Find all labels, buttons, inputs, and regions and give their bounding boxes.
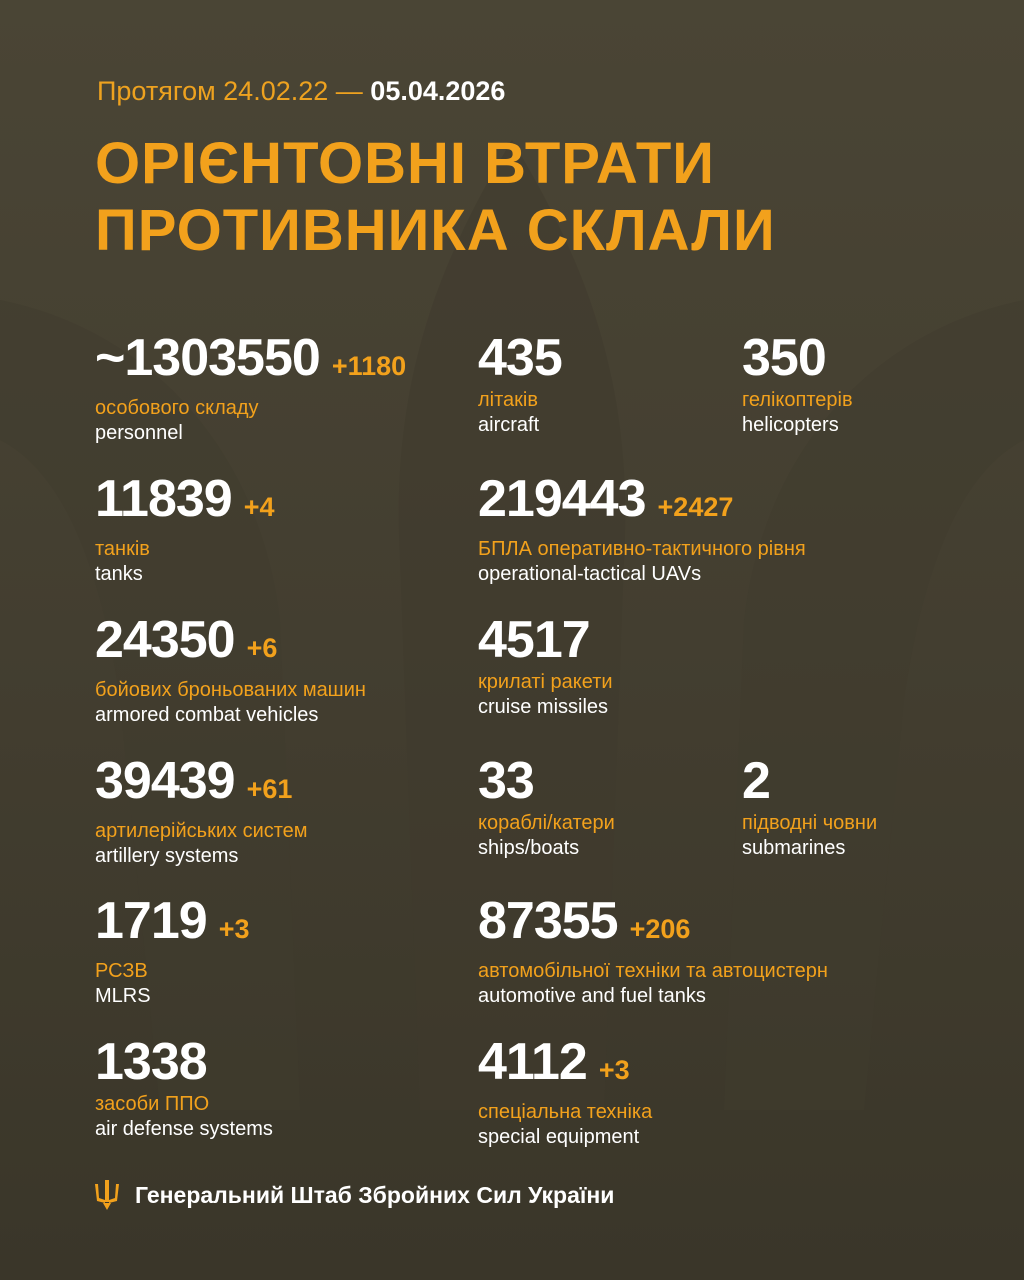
stat-label-ua: БПЛА оперативно-тактичного рівня: [478, 538, 806, 560]
stat-label-ua: крилаті ракети: [478, 671, 613, 693]
stat-value: 87355 +206: [478, 892, 691, 950]
stat-label-ua: літаків: [478, 389, 538, 411]
stat-special-equipment: 4112 +3 спеціальна техніка special equipmen…: [478, 1034, 652, 1150]
stat-label-ua: гелікоптерів: [742, 389, 853, 411]
stat-delta: +6: [246, 633, 278, 663]
stat-delta: +3: [218, 914, 250, 944]
stat-personnel: ~1303550 +1180 особового складу personnel: [95, 330, 406, 446]
stat-label-en: cruise missiles: [478, 696, 609, 718]
stat-value: 39439 +61: [95, 752, 293, 810]
stat-label-ua: РСЗВ: [95, 960, 148, 982]
stat-value: 4517: [478, 611, 591, 669]
stat-delta: +1180: [331, 351, 407, 381]
stat-label-en: armored combat vehicles: [95, 704, 319, 726]
stat-label-ua: підводні човни: [742, 812, 878, 834]
stat-aircraft: 435 літаків aircraft: [478, 329, 563, 438]
footer: Генеральний Штаб Збройних Сил України: [95, 1180, 614, 1210]
stat-value: 2: [742, 752, 771, 810]
stat-artillery: 39439 +61 артилерійських систем artillery s…: [95, 753, 308, 869]
stat-value: 219443 +2427: [478, 470, 734, 528]
stat-value: 350: [742, 329, 827, 387]
stat-air-defense: 1338 засоби ППО air defense systems: [95, 1034, 273, 1142]
stat-label-en: automotive and fuel tanks: [478, 985, 706, 1007]
stat-value: 24350 +6: [95, 611, 278, 669]
stat-label-en: artillery systems: [95, 845, 239, 867]
stat-value: 1719 +3: [95, 892, 250, 950]
stat-delta: +4: [243, 492, 275, 522]
stat-ships: 33 кораблі/катери ships/boats: [478, 753, 615, 861]
page-title: ОРІЄНТОВНІ ВТРАТИ ПРОТИВНИКА СКЛАЛИ: [95, 130, 776, 264]
stat-label-en: aircraft: [478, 414, 540, 436]
stat-label-ua: спеціальна техніка: [478, 1101, 653, 1123]
period: Протягом 24.02.22 — 05.04.2026: [97, 76, 506, 106]
stat-label-en: helicopters: [742, 414, 839, 436]
stat-label-ua: засоби ППО: [95, 1093, 210, 1115]
stat-acv: 24350 +6 бойових броньованих машин armored …: [95, 612, 366, 728]
stat-value: 435: [478, 329, 563, 387]
stat-label-en: submarines: [742, 837, 846, 859]
title-line-2: ПРОТИВНИКА СКЛАЛИ: [95, 198, 776, 263]
title-line-1: ОРІЄНТОВНІ ВТРАТИ: [95, 131, 715, 196]
stat-label-en: air defense systems: [95, 1118, 273, 1140]
stat-cruise-missiles: 4517 крилаті ракети cruise missiles: [478, 612, 613, 720]
stat-delta: +3: [598, 1055, 630, 1085]
stat-value: 1338: [95, 1033, 208, 1091]
stat-delta: +206: [629, 914, 691, 944]
stat-label-ua: бойових броньованих машин: [95, 679, 366, 701]
stat-label-en: personnel: [95, 422, 183, 444]
stat-label-ua: автомобільної техніки та автоцистерн: [478, 960, 828, 982]
stat-label-ua: артилерійських систем: [95, 820, 308, 842]
stat-value: 33: [478, 752, 535, 810]
stat-value: 11839 +4: [95, 470, 275, 528]
stat-automotive: 87355 +206 автомобільної техніки та автоци…: [478, 893, 828, 1009]
stat-label-en: tanks: [95, 563, 143, 585]
stat-delta: +61: [246, 774, 293, 804]
stat-label-en: special equipment: [478, 1126, 640, 1148]
stat-mlrs: 1719 +3 РСЗВ MLRS: [95, 893, 249, 1009]
trident-icon: [95, 1180, 119, 1210]
stat-tanks: 11839 +4 танків tanks: [95, 471, 275, 587]
stat-label-en: ships/boats: [478, 837, 580, 859]
stat-uavs: 219443 +2427 БПЛА оперативно-тактичного рі…: [478, 471, 806, 587]
stat-value: ~1303550 +1180: [95, 329, 407, 387]
period-end: 05.04.2026: [370, 76, 506, 106]
stat-label-ua: особового складу: [95, 397, 259, 419]
stat-label-en: MLRS: [95, 985, 151, 1007]
stat-label-en: operational-tactical UAVs: [478, 563, 702, 585]
stat-value: 4112 +3: [478, 1033, 630, 1091]
stat-label-ua: кораблі/катери: [478, 812, 615, 834]
stat-helicopters: 350 гелікоптерів helicopters: [742, 330, 853, 438]
stat-delta: +2427: [657, 492, 734, 522]
footer-org-name: Генеральний Штаб Збройних Сил України: [135, 1181, 615, 1208]
stat-label-ua: танків: [95, 538, 150, 560]
stat-submarines: 2 підводні човни submarines: [742, 753, 877, 861]
